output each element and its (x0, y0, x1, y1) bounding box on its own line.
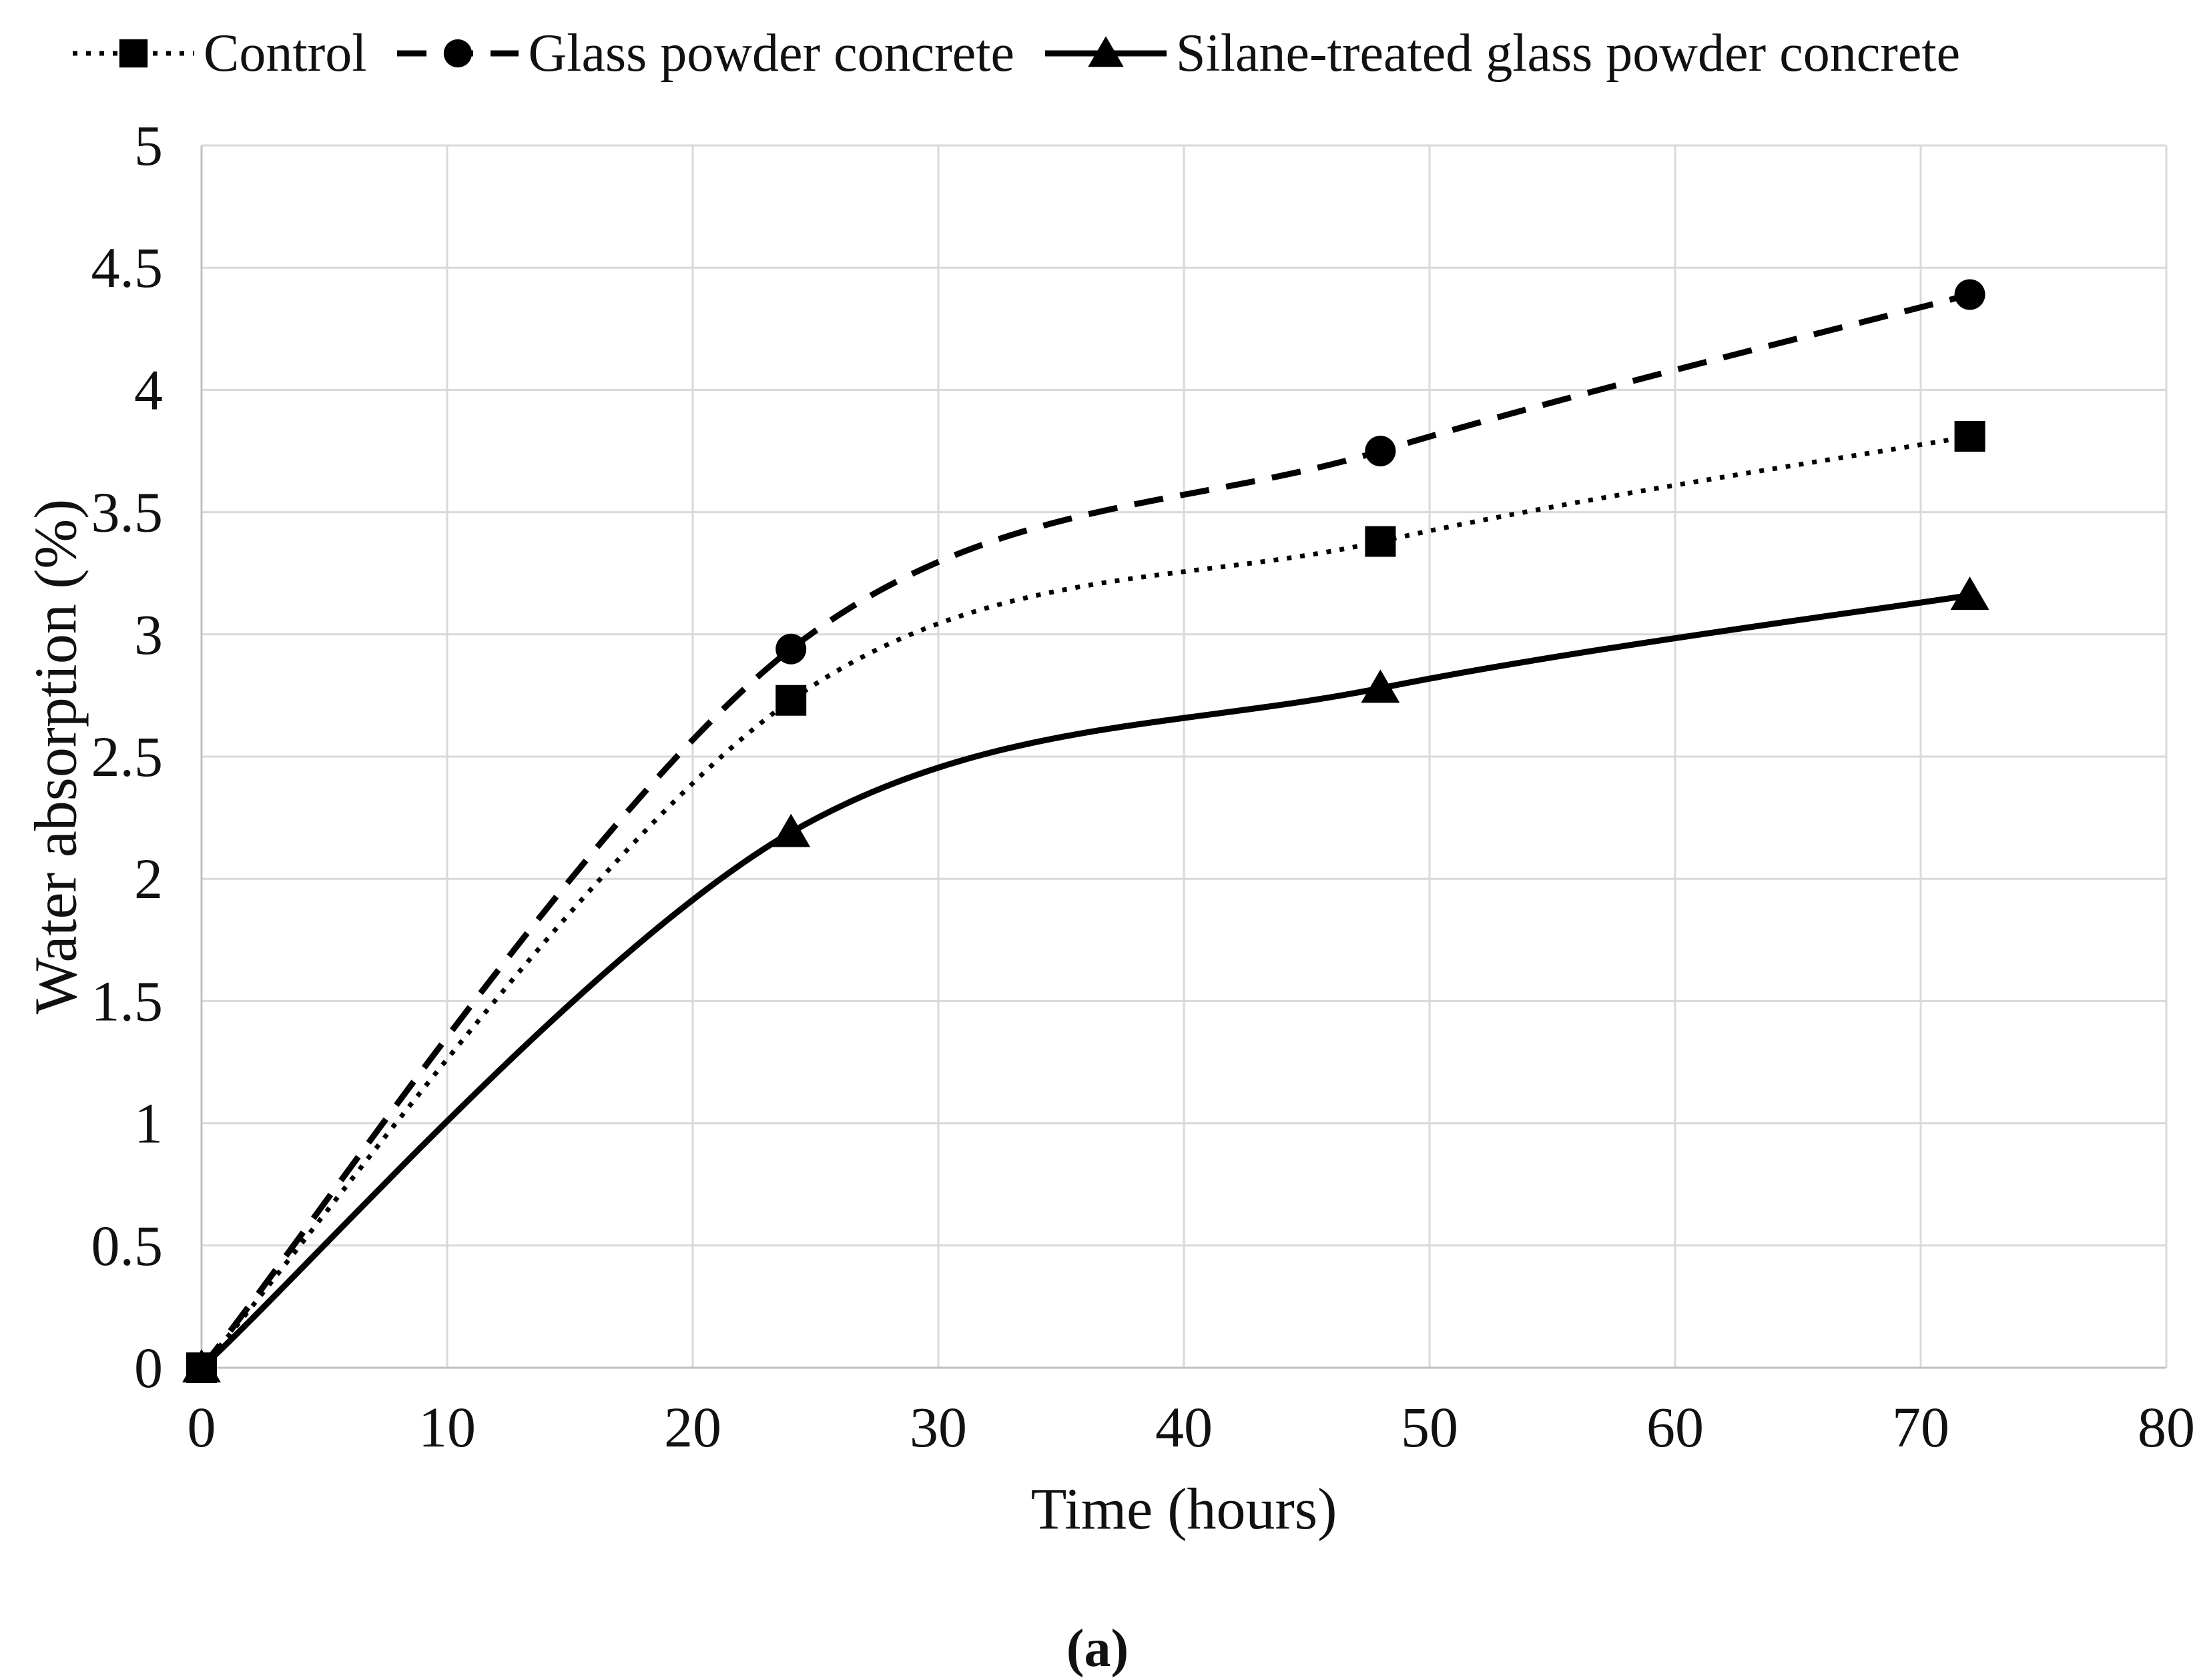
svg-text:0: 0 (188, 1395, 216, 1459)
svg-text:40: 40 (1155, 1395, 1213, 1459)
svg-text:60: 60 (1646, 1395, 1704, 1459)
svg-text:80: 80 (2138, 1395, 2195, 1459)
svg-text:3.5: 3.5 (91, 480, 164, 544)
x-axis-title: Time (hours) (1030, 1477, 1337, 1542)
legend-dashed-circle-marker-icon (397, 39, 519, 68)
y-axis-title: Water absorption (%) (23, 498, 89, 1015)
legend-item-control: Control (70, 20, 366, 87)
svg-text:10: 10 (418, 1395, 476, 1459)
svg-text:5: 5 (134, 113, 163, 177)
chart-legend: Control Glass powder concrete Silane-tre… (70, 20, 1960, 87)
legend-solid-triangle-marker-icon (1045, 36, 1167, 67)
legend-item-silane-treated: Silane-treated glass powder concrete (1042, 20, 1960, 87)
svg-text:0: 0 (134, 1336, 163, 1400)
legend-label-silane-treated: Silane-treated glass powder concrete (1176, 24, 1961, 83)
svg-text:70: 70 (1892, 1395, 1949, 1459)
svg-text:1: 1 (134, 1092, 163, 1156)
svg-text:2.5: 2.5 (91, 725, 164, 789)
svg-text:3: 3 (134, 602, 163, 667)
svg-text:20: 20 (664, 1395, 721, 1459)
svg-text:1.5: 1.5 (91, 969, 164, 1033)
legend-label-glass-powder-concrete: Glass powder concrete (528, 24, 1015, 83)
svg-text:4.5: 4.5 (91, 236, 164, 300)
legend-dotted-square-marker-icon (73, 39, 194, 68)
svg-text:2: 2 (134, 847, 163, 911)
svg-text:0.5: 0.5 (91, 1214, 164, 1278)
legend-label-control: Control (204, 24, 367, 83)
svg-text:4: 4 (134, 358, 163, 422)
svg-text:50: 50 (1401, 1395, 1458, 1459)
legend-item-glass-powder-concrete: Glass powder concrete (394, 20, 1014, 87)
svg-text:30: 30 (910, 1395, 967, 1459)
figure-caption: (a) (1066, 1619, 1129, 1678)
